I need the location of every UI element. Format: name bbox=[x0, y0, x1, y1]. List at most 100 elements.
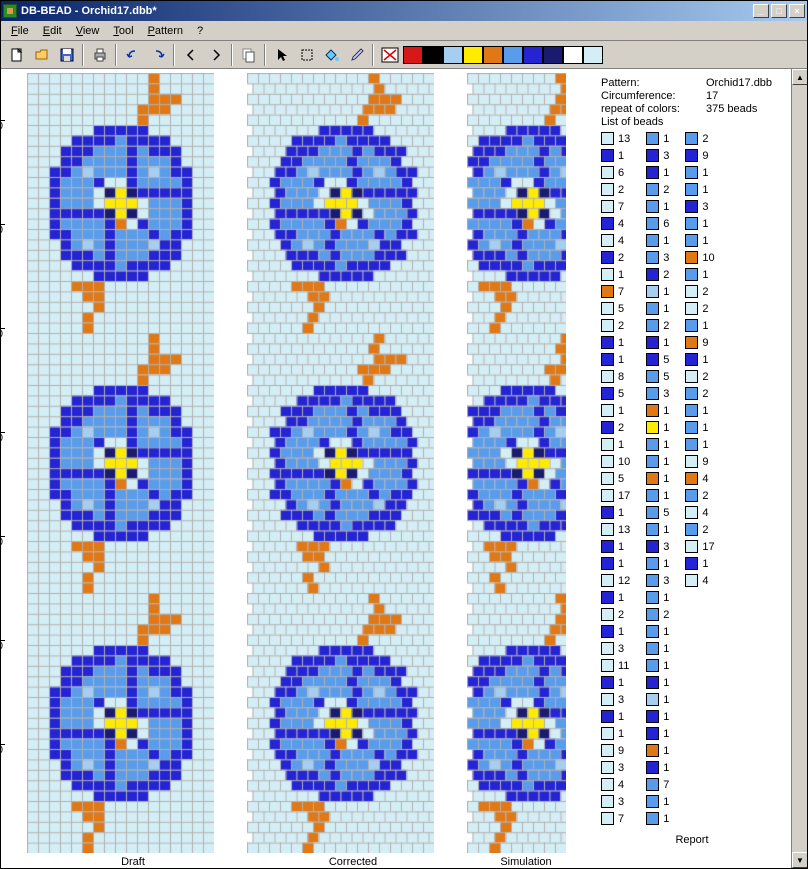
bead-item: 1 bbox=[646, 793, 669, 810]
bead-swatch bbox=[601, 404, 614, 417]
close-button[interactable]: × bbox=[789, 4, 805, 18]
menu-file[interactable]: File bbox=[5, 23, 35, 39]
new-icon[interactable] bbox=[5, 44, 28, 66]
clear-color-icon[interactable] bbox=[378, 44, 401, 66]
save-icon[interactable] bbox=[55, 44, 78, 66]
bead-item: 1 bbox=[601, 538, 630, 555]
menu-tool[interactable]: Tool bbox=[107, 23, 139, 39]
bead-item: 6 bbox=[601, 164, 630, 181]
fill-icon[interactable] bbox=[320, 44, 343, 66]
titlebar[interactable]: DB-BEAD - Orchid17.dbb* _ □ × bbox=[1, 1, 807, 21]
bead-swatch bbox=[685, 268, 698, 281]
bead-swatch bbox=[601, 540, 614, 553]
draft-grid[interactable] bbox=[27, 73, 214, 853]
eyedrop-icon[interactable] bbox=[345, 44, 368, 66]
bead-swatch bbox=[646, 778, 659, 791]
bead-count: 1 bbox=[702, 422, 708, 434]
bead-swatch bbox=[646, 761, 659, 774]
open-icon[interactable] bbox=[30, 44, 53, 66]
bead-item: 2 bbox=[601, 181, 630, 198]
bead-swatch bbox=[601, 132, 614, 145]
bead-swatch bbox=[601, 625, 614, 638]
bead-count: 3 bbox=[663, 252, 669, 264]
bead-count: 1 bbox=[663, 745, 669, 757]
redo-icon[interactable] bbox=[146, 44, 169, 66]
bead-count: 11 bbox=[618, 660, 629, 672]
arrow-left-icon[interactable] bbox=[179, 44, 202, 66]
bead-count: 7 bbox=[618, 813, 624, 825]
bead-count: 1 bbox=[663, 405, 669, 417]
bead-count: 2 bbox=[618, 422, 624, 434]
bead-swatch bbox=[601, 268, 614, 281]
undo-icon[interactable] bbox=[121, 44, 144, 66]
scroll-up-icon[interactable]: ▲ bbox=[792, 69, 807, 85]
bead-item: 12 bbox=[601, 572, 630, 589]
bead-count: 2 bbox=[618, 609, 624, 621]
palette-swatch-5[interactable] bbox=[503, 46, 523, 64]
bead-count: 1 bbox=[663, 694, 669, 706]
row-marker: 10 bbox=[1, 744, 5, 756]
minimize-button[interactable]: _ bbox=[753, 4, 769, 18]
bead-count: 1 bbox=[702, 320, 708, 332]
circumference-label: Circumference: bbox=[601, 90, 706, 102]
bead-item: 1 bbox=[646, 334, 669, 351]
simulation-grid[interactable] bbox=[467, 73, 566, 853]
bead-item: 9 bbox=[685, 334, 714, 351]
bead-item: 11 bbox=[601, 657, 630, 674]
bead-swatch bbox=[601, 183, 614, 196]
palette-swatch-8[interactable] bbox=[563, 46, 583, 64]
menu-view[interactable]: View bbox=[70, 23, 106, 39]
palette-swatch-1[interactable] bbox=[423, 46, 443, 64]
cursor-icon[interactable] bbox=[270, 44, 293, 66]
bead-item: 10 bbox=[685, 249, 714, 266]
bead-count: 1 bbox=[663, 592, 669, 604]
corrected-grid[interactable] bbox=[247, 73, 434, 853]
bead-item: 5 bbox=[646, 351, 669, 368]
bead-item: 7 bbox=[646, 776, 669, 793]
bead-count: 1 bbox=[618, 592, 624, 604]
bead-count: 1 bbox=[702, 405, 708, 417]
bead-count: 1 bbox=[702, 269, 708, 281]
print-icon[interactable] bbox=[88, 44, 111, 66]
bead-item: 3 bbox=[601, 793, 630, 810]
scroll-down-icon[interactable]: ▼ bbox=[792, 852, 807, 868]
menu-edit[interactable]: Edit bbox=[37, 23, 68, 39]
bead-swatch bbox=[601, 693, 614, 706]
bead-swatch bbox=[646, 727, 659, 740]
bead-count: 1 bbox=[618, 150, 624, 162]
bead-count: 1 bbox=[702, 558, 708, 570]
bead-swatch bbox=[601, 591, 614, 604]
bead-item: 2 bbox=[601, 249, 630, 266]
copy-icon[interactable] bbox=[237, 44, 260, 66]
bead-item: 2 bbox=[685, 385, 714, 402]
bead-count: 1 bbox=[663, 558, 669, 570]
palette-swatch-0[interactable] bbox=[403, 46, 423, 64]
bead-count: 3 bbox=[702, 201, 708, 213]
bead-item: 3 bbox=[646, 147, 669, 164]
palette-swatch-6[interactable] bbox=[523, 46, 543, 64]
palette-swatch-7[interactable] bbox=[543, 46, 563, 64]
bead-item: 2 bbox=[685, 300, 714, 317]
bead-swatch bbox=[646, 591, 659, 604]
palette-swatch-2[interactable] bbox=[443, 46, 463, 64]
bead-swatch bbox=[601, 149, 614, 162]
menu-pattern[interactable]: Pattern bbox=[142, 23, 189, 39]
maximize-button[interactable]: □ bbox=[771, 4, 787, 18]
bead-item: 3 bbox=[601, 691, 630, 708]
bead-count: 7 bbox=[663, 779, 669, 791]
row-marker: 30 bbox=[1, 536, 5, 548]
bead-count: 1 bbox=[663, 660, 669, 672]
arrow-right-icon[interactable] bbox=[204, 44, 227, 66]
palette-swatch-9[interactable] bbox=[583, 46, 603, 64]
bead-swatch bbox=[685, 404, 698, 417]
select-icon[interactable] bbox=[295, 44, 318, 66]
vscrollbar[interactable]: ▲ ▼ bbox=[791, 69, 807, 868]
palette-swatch-4[interactable] bbox=[483, 46, 503, 64]
palette-swatch-3[interactable] bbox=[463, 46, 483, 64]
bead-count: 5 bbox=[663, 507, 669, 519]
bead-count: 1 bbox=[663, 643, 669, 655]
bead-swatch bbox=[685, 540, 698, 553]
bead-item: 1 bbox=[646, 521, 669, 538]
bead-swatch bbox=[646, 200, 659, 213]
menu-help[interactable]: ? bbox=[191, 23, 209, 39]
